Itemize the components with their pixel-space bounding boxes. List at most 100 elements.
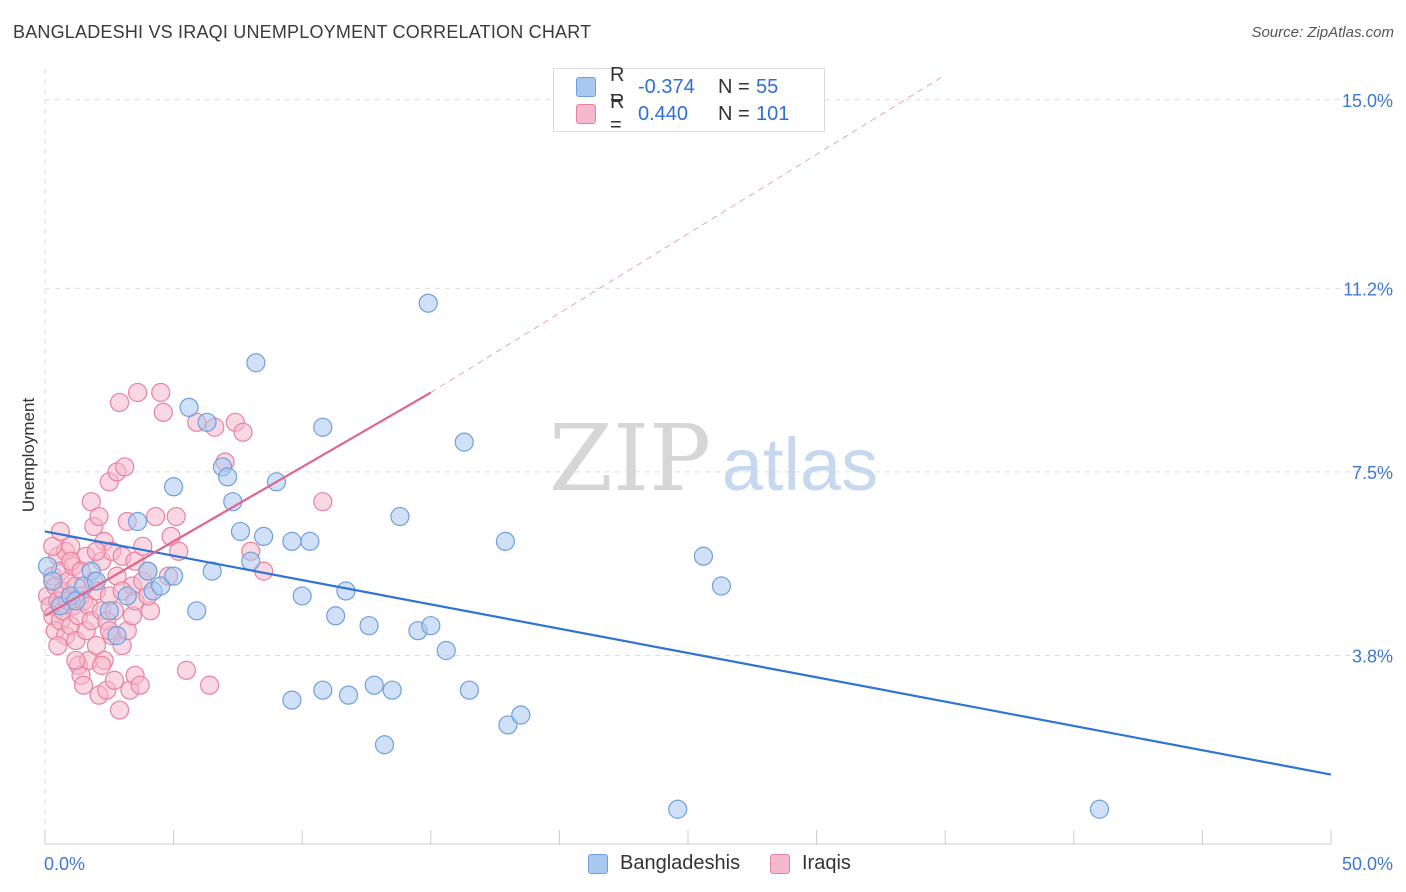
iraqi-point [176,660,197,680]
y-tick-label: 15.0% [1342,91,1393,111]
bangladeshi-point [459,680,479,700]
iraqi-point [50,521,71,542]
iraqi-point [115,457,135,477]
iraqi-point [145,506,166,527]
legend-r-value: -0.374 [638,75,695,98]
iraqi-point [127,382,148,403]
bangladeshi-point [364,675,384,695]
iraqi-point [43,536,63,556]
bangladeshi-point [282,531,302,551]
bangladeshi-point [218,467,238,487]
bangladeshi-point [43,571,63,591]
iraqi-point [130,675,150,695]
bangladeshi-point [374,735,395,755]
iraqi-point [48,635,68,656]
bangladeshi-point [338,685,359,705]
tick-labels: 3.8% 7.5% 11.2% 15.0% 0.0% 50.0% [44,91,1393,874]
pink-swatch [576,104,596,124]
bangladeshi-point [292,586,312,606]
bangladeshi-point [382,680,402,700]
bangladeshi-point [418,293,438,313]
source-label: Source: ZipAtlas.com [1251,24,1394,41]
bangladeshi-point [99,601,119,621]
bangladeshi-point [326,606,346,626]
watermark-atlas: atlas [722,423,878,506]
bangladeshi-point [107,626,127,646]
iraqi-point [81,492,101,512]
iraqi-point [86,541,107,561]
bangladeshi-trend-line [44,530,1332,776]
iraqi-trend-line [44,391,432,617]
iraqi-point [66,650,86,671]
trend-lines [44,74,1332,776]
iraqi-point [73,675,94,695]
bangladeshi-point [511,705,531,725]
iraqi-trend-extension [430,74,946,393]
bangladeshi-point [179,397,199,418]
y-tick-label: 7.5% [1352,463,1393,483]
legend-label-bangladeshis: Bangladeshis [620,852,741,874]
legend-label-iraqis: Iraqis [802,852,851,874]
bangladeshi-point [282,690,302,710]
iraqis-points [37,382,333,720]
legend-item-bangladeshis: Bangladeshis [588,852,740,875]
iraqi-point [109,392,130,413]
y-tick-label: 3.8% [1352,646,1393,666]
bangladeshi-point [187,601,207,621]
pink-swatch [770,853,790,874]
iraqi-point [109,700,130,720]
bangladeshi-point [498,715,518,735]
iraqi-point [133,536,153,556]
bangladeshi-point [421,616,441,636]
legend-n-label: N = [718,102,750,125]
watermark: ZIP atlas [549,405,878,512]
iraqi-point [86,635,107,656]
axes [44,69,1332,845]
bangladeshi-point [390,506,410,527]
bangladeshi-point [138,561,158,581]
bangladeshi-point [668,799,688,819]
bangladeshi-point [197,412,217,432]
bangladeshi-point [300,531,320,551]
iraqi-point [166,506,186,527]
iraqi-point [153,402,173,422]
y-tick-label: 11.2% [1343,279,1393,299]
bangladeshi-point [711,576,732,596]
bangladeshi-point [313,417,333,437]
bangladeshi-point [1089,799,1110,819]
bangladeshi-point [254,526,274,547]
x-tick-label-min: 0.0% [44,854,85,874]
iraqi-point [89,506,109,527]
grid-lines [45,99,1395,656]
bangladeshi-point [495,531,515,551]
iraqi-point [313,492,333,512]
bangladeshi-point [127,511,148,532]
iraqi-point [151,382,171,403]
legend-r-value: 0.440 [638,102,689,125]
legend-row-iraqis: R = 0.440 N = 101 [576,91,790,136]
bangladeshi-point [117,586,137,606]
bangladeshi-point [241,551,261,571]
bangladeshi-point [164,477,184,497]
bangladeshi-point [86,571,107,591]
legend-r-label: R = [610,91,625,136]
bangladeshi-point [336,581,356,601]
bangladeshi-point [313,680,333,700]
bangladeshi-point [436,640,456,661]
series-legend: Bangladeshis Iraqis [0,852,1406,878]
bangladeshi-point [230,521,251,542]
bangladeshi-point [693,546,714,566]
correlation-legend: R = -0.374 N = 55 R = 0.440 N = 101 [553,64,825,136]
blue-swatch [588,853,608,874]
iraqi-point [91,655,112,675]
bangladeshi-point [151,576,171,596]
y-axis-label: Unemployment [19,398,38,513]
legend-n-value: 101 [756,102,790,125]
legend-item-iraqis: Iraqis [770,852,851,875]
iraqi-point [233,422,253,442]
bangladeshi-point [359,616,379,636]
legend-n-value: 55 [756,75,779,98]
bangladeshis-points [37,293,1110,819]
bangladeshi-point [164,566,184,586]
